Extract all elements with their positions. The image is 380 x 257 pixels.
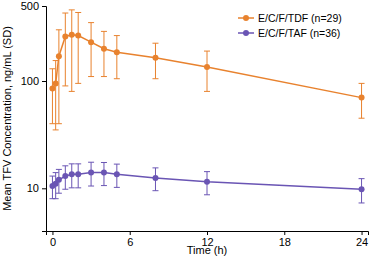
error-bar xyxy=(69,10,75,92)
x-tick-mark xyxy=(207,231,208,235)
marker xyxy=(88,170,94,176)
y-axis-line xyxy=(42,7,47,232)
x-tick: 24 xyxy=(356,231,368,248)
marker xyxy=(359,186,365,192)
error-bar xyxy=(49,69,55,124)
error-bar xyxy=(152,43,158,79)
error-bar xyxy=(204,172,210,195)
x-tick-mark xyxy=(362,231,363,235)
y-tick: 100 xyxy=(21,75,46,87)
x-tick-label: 18 xyxy=(279,236,291,248)
error-bar xyxy=(114,164,120,187)
error-bar xyxy=(56,169,62,193)
error-bar xyxy=(69,164,75,188)
error-bar xyxy=(101,162,107,185)
marker xyxy=(114,171,120,177)
error-bar xyxy=(49,176,55,199)
x-tick-label: 24 xyxy=(356,236,368,248)
y-axis: 10 100 500 xyxy=(21,0,47,231)
marker xyxy=(152,55,158,61)
legend-item: E/C/F/TAF (n=36) xyxy=(238,27,340,39)
marker xyxy=(101,170,107,176)
y-tick-mark xyxy=(42,188,46,189)
error-bar xyxy=(53,173,59,199)
y-axis-title: Mean TFV Concentration, ng/mL (SD) xyxy=(1,26,13,211)
error-bar xyxy=(75,12,81,83)
series-line xyxy=(52,35,361,98)
y-tick: 500 xyxy=(21,0,46,12)
error-bar xyxy=(204,51,210,91)
marker xyxy=(69,171,75,177)
marker xyxy=(204,179,210,185)
marker xyxy=(62,33,68,39)
legend: E/C/F/TDF (n=29) E/C/F/TAF (n=36) xyxy=(238,12,342,39)
x-axis-line xyxy=(47,232,369,236)
y-tick-label: 100 xyxy=(21,75,39,87)
plot: 0612182410100500 xyxy=(21,0,369,248)
x-tick-label: 6 xyxy=(127,236,133,248)
y-tick-mark xyxy=(42,6,46,7)
legend-marker xyxy=(243,15,249,21)
x-tick: 0 xyxy=(50,231,56,248)
error-bar xyxy=(62,13,68,86)
error-bar xyxy=(62,166,68,189)
marker xyxy=(75,33,81,39)
marker xyxy=(75,171,81,177)
y-tick-label: 10 xyxy=(27,182,39,194)
x-tick-mark xyxy=(130,231,131,235)
error-bar xyxy=(75,164,81,188)
x-tick-mark xyxy=(52,231,53,235)
x-axis-title: Time (h) xyxy=(187,244,228,256)
error-bar xyxy=(152,168,158,191)
marker xyxy=(53,80,59,86)
marker xyxy=(62,173,68,179)
y-tick: 10 xyxy=(27,182,46,194)
error-bar xyxy=(359,179,365,203)
marker xyxy=(56,53,62,59)
x-tick: 6 xyxy=(127,231,133,248)
marker xyxy=(204,64,210,70)
x-tick: 18 xyxy=(279,231,291,248)
legend-item: E/C/F/TDF (n=29) xyxy=(238,12,342,24)
chart: 0612182410100500Time (h)Mean TFV Concent… xyxy=(0,0,380,257)
error-bar xyxy=(101,31,107,76)
legend-label: E/C/F/TDF (n=29) xyxy=(258,12,342,24)
series-line xyxy=(52,173,361,190)
data-area xyxy=(49,10,364,203)
x-tick-mark xyxy=(284,231,285,235)
y-tick-mark xyxy=(42,81,46,82)
error-bar xyxy=(114,36,120,79)
legend-marker xyxy=(243,30,249,36)
marker xyxy=(114,49,120,55)
error-bar xyxy=(88,23,94,77)
marker xyxy=(101,46,107,52)
marker xyxy=(88,39,94,45)
marker xyxy=(69,32,75,38)
marker xyxy=(56,177,62,183)
y-tick-label: 500 xyxy=(21,0,39,12)
error-bar xyxy=(359,83,365,118)
legend-label: E/C/F/TAF (n=36) xyxy=(258,27,340,39)
error-bar xyxy=(88,162,94,186)
marker xyxy=(49,86,55,92)
marker xyxy=(359,95,365,101)
marker xyxy=(152,175,158,181)
x-tick-label: 0 xyxy=(50,236,56,248)
